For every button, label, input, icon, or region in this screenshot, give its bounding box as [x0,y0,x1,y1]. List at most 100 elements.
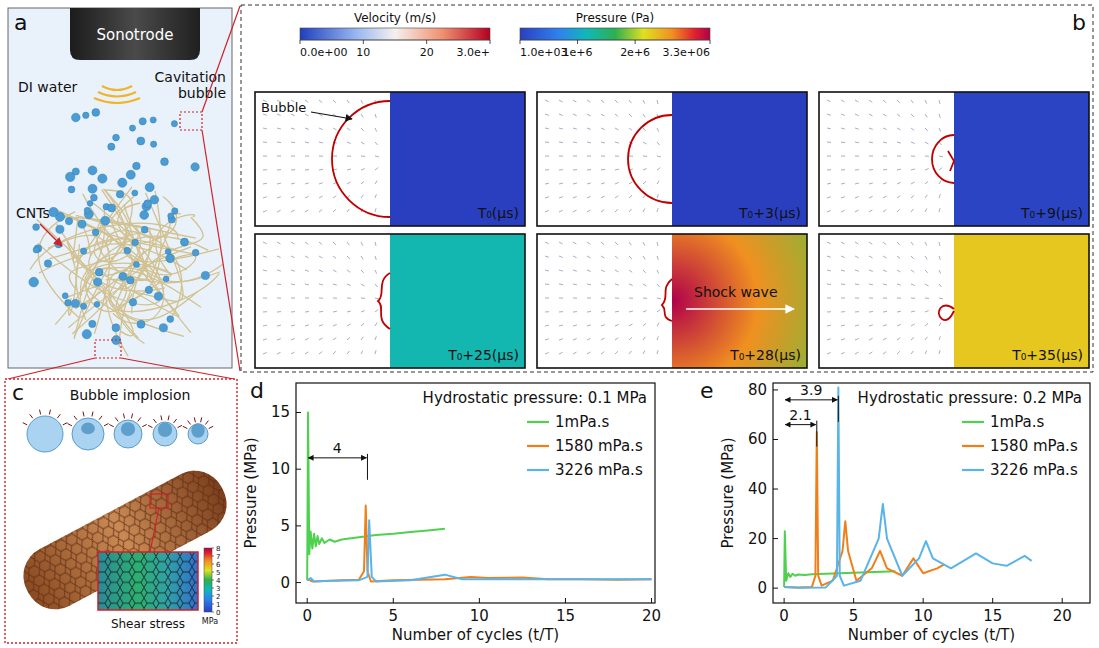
velocity-vector [375,208,376,212]
implosion-ray [109,424,113,426]
velocity-vector [361,114,363,117]
velocity-vector [319,325,323,326]
x-tick [853,598,854,603]
velocity-vector [841,128,845,129]
velocity-vector [559,284,563,286]
velocity-vector [841,311,845,312]
bubble-dot [98,174,107,183]
frame-border [819,234,1089,368]
y-tick [773,538,778,539]
velocity-vector [911,209,914,212]
bubble-dot [119,273,127,281]
velocity-vector [333,338,336,340]
velocity-vector [263,197,267,198]
velocity-vector [897,298,901,299]
bubble-dot [181,238,189,246]
bubble-dot [33,224,40,231]
annotation-arrow [308,457,366,458]
velocity-vector [925,209,927,213]
velocity-vector [263,256,267,257]
panel-letter: a [14,10,27,35]
colorbar-tick [520,40,521,44]
velocity-vector [573,156,577,157]
velocity-vector [827,311,831,312]
colorbar-tick-label: 6 [216,561,221,569]
bubble-dot [101,216,110,225]
legend-swatch [962,421,984,423]
velocity-vector [897,142,901,143]
velocity-vector [601,270,605,272]
velocity-vector [333,324,337,326]
velocity-vector [559,114,563,116]
bubble-dot [94,278,102,286]
legend-swatch [527,445,549,447]
velocity-vector [911,284,915,286]
bubble-dot [165,249,171,255]
velocity-vector [869,298,873,299]
panel-letter: d [250,378,264,403]
velocity-vector [347,284,351,286]
annotation-guide [367,454,368,480]
velocity-vector [277,183,281,185]
velocity-vector [361,284,365,286]
velocity-vector [305,169,309,171]
legend-label: 1580 mPa.s [555,437,643,455]
sim-frame [255,234,525,368]
bubble-dot [80,248,86,254]
velocity-vector [347,142,351,144]
cnt-fiber [118,191,161,338]
velocity-vector [347,156,351,157]
velocity-vector [587,298,591,299]
velocity-vector [347,169,351,170]
velocity-vector [883,256,886,258]
velocity-vector [361,156,365,157]
velocity-vector [911,270,914,272]
annotation-arrow [785,424,816,425]
velocity-vector [361,337,363,340]
nanotube [13,460,236,620]
velocity-vector [883,325,887,326]
colorbar-tick-label: 2 [216,593,220,601]
zoom-connector [150,508,159,552]
velocity-vector [827,142,831,144]
bubble-dot [72,168,79,175]
velocity-vector [657,310,660,312]
cnt-fiber [80,236,208,304]
colorbar-tick [212,580,214,581]
velocity-vector [277,210,281,212]
velocity-vector [559,197,563,198]
velocity-vector [601,128,605,130]
velocity-vector [347,182,351,184]
bubble-dot [145,286,152,293]
velocity-vector [925,156,929,157]
velocity-vector [545,156,549,157]
imploding-bubble [153,422,177,446]
velocity-vector [361,181,364,184]
velocity-vector [559,156,563,157]
implosion-ray [177,425,181,427]
velocity-vector [333,270,337,272]
chart-title: Hydrostatic pressure: 0.1 MPa [423,389,647,407]
velocity-vector [263,183,267,185]
frame-time: T₀+3(μs) [738,205,801,221]
velocity-vector [897,182,901,184]
legend-swatch [962,445,984,447]
velocity-vector [855,270,859,271]
velocity-vector [643,128,646,131]
x-tick-label: 10 [914,607,933,625]
panel-b: bVelocity (m/s)0.0e+0010203.0e+Pressure … [241,5,1093,372]
series-line [307,520,651,581]
velocity-vector [361,256,363,259]
pressure-field [672,92,807,226]
velocity-vector [305,210,308,212]
bubble-dot [95,268,103,276]
plot-frame [773,383,1090,603]
y-tick-label: 0 [280,574,290,592]
velocity-vector [925,100,927,104]
velocity-vector [615,324,619,326]
sonotrode [70,8,200,60]
bubble-dot [92,109,100,117]
x-tick-label: 15 [556,607,575,625]
velocity-vector [615,156,619,157]
x-tick [923,598,924,603]
